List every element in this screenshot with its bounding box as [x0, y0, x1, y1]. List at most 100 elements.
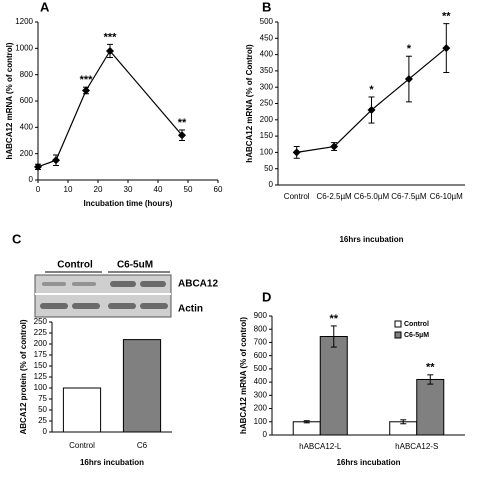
- y-tick-label: 700: [254, 338, 268, 347]
- y-tick-label: 0: [269, 180, 274, 189]
- significance: *: [369, 84, 374, 96]
- y-tick-label: 50: [38, 405, 47, 414]
- marker: [404, 75, 413, 84]
- y-tick-label: 300: [254, 390, 268, 399]
- y-tick-label: 500: [254, 364, 268, 373]
- bar: [416, 378, 445, 436]
- x-axis-label: Incubation time (hours): [84, 199, 173, 208]
- y-tick-label: 200: [34, 339, 48, 348]
- y-tick-label: 0: [29, 175, 34, 184]
- x-tick-label: 0: [36, 185, 41, 194]
- panel-label: C: [12, 231, 22, 246]
- x-axis-label: 16hrs incubation: [339, 235, 403, 244]
- marker: [367, 106, 376, 115]
- y-tick-label: 1000: [15, 43, 33, 52]
- significance: **: [329, 313, 338, 325]
- significance: **: [178, 117, 187, 129]
- bar: [292, 421, 321, 436]
- panel-label: B: [262, 0, 271, 14]
- marker: [106, 46, 114, 55]
- x-tick-label: 20: [94, 185, 103, 194]
- band-label: ABCA12: [178, 279, 218, 290]
- y-tick-label: 0: [263, 430, 268, 439]
- x-tick-label: Control: [69, 441, 95, 450]
- marker: [178, 131, 186, 140]
- y-axis-label: hABCA12 mRNA (% of Control): [245, 44, 254, 163]
- x-tick-label: C6: [137, 441, 148, 450]
- x-tick-label: hABCA12-S: [395, 442, 438, 451]
- y-tick-label: 250: [260, 99, 274, 108]
- x-tick-label: C6-7.5µM: [391, 192, 427, 201]
- marker: [52, 156, 60, 165]
- x-axis-label: 16hrs incubation: [336, 458, 400, 467]
- blot-bands: [40, 281, 168, 309]
- band-label: Actin: [178, 304, 203, 315]
- legend-swatch: [394, 320, 402, 328]
- y-tick-label: 125: [34, 372, 48, 381]
- blot-divider: [35, 293, 171, 295]
- bar: [62, 387, 102, 433]
- legend-label: C6-5µM: [404, 332, 429, 339]
- significance: **: [426, 362, 435, 374]
- y-tick-label: 200: [260, 115, 274, 124]
- y-tick-label: 100: [254, 417, 268, 426]
- y-tick-label: 400: [20, 122, 34, 131]
- y-tick-label: 400: [254, 377, 268, 386]
- significance: *: [407, 43, 412, 55]
- y-tick-label: 100: [34, 383, 48, 392]
- bar: [122, 339, 162, 433]
- y-tick-label: 450: [260, 33, 274, 42]
- legend-label: Control: [404, 321, 429, 328]
- western-blot: Control C6-5uM ABCA12 Actin: [34, 260, 218, 318]
- y-tick-label: 250: [34, 317, 48, 326]
- y-tick-label: 25: [38, 416, 47, 425]
- x-tick-label: 10: [64, 185, 73, 194]
- significance: ***: [104, 31, 118, 43]
- y-tick-label: 500: [260, 17, 274, 26]
- x-tick-label: 30: [124, 185, 133, 194]
- y-tick-label: 800: [20, 70, 34, 79]
- line: [37, 49, 183, 168]
- y-tick-label: 300: [260, 82, 274, 91]
- y-tick-label: 900: [254, 311, 268, 320]
- x-tick-label: Control: [284, 192, 310, 201]
- lane-label: Control: [57, 260, 93, 271]
- panel-label: D: [262, 289, 271, 304]
- x-tick-label: 60: [214, 185, 223, 194]
- significance: ***: [80, 74, 94, 86]
- y-tick-label: 350: [260, 66, 274, 75]
- y-tick-label: 600: [254, 351, 268, 360]
- y-tick-label: 0: [43, 427, 48, 436]
- x-tick-label: hABCA12-L: [299, 442, 342, 451]
- y-tick-label: 150: [260, 131, 274, 140]
- y-tick-label: 100: [260, 148, 274, 157]
- y-axis-label: ABCA12 protein (% of control): [19, 319, 28, 434]
- marker: [330, 142, 339, 151]
- lane-label: C6-5uM: [117, 260, 153, 271]
- significance: **: [442, 11, 451, 23]
- y-tick-label: 200: [20, 149, 34, 158]
- marker: [34, 162, 42, 171]
- panel-label: A: [40, 0, 50, 14]
- legend-swatch: [394, 331, 402, 339]
- y-tick-label: 800: [254, 324, 268, 333]
- y-tick-label: 1200: [15, 17, 33, 26]
- y-tick-label: 150: [34, 361, 48, 370]
- y-tick-label: 200: [254, 404, 268, 413]
- x-tick-label: C6-2.5µM: [316, 192, 352, 201]
- marker: [442, 44, 451, 53]
- y-tick-label: 75: [38, 394, 47, 403]
- x-tick-label: 40: [154, 185, 163, 194]
- x-tick-label: C6-5.0µM: [354, 192, 390, 201]
- marker: [292, 148, 301, 157]
- y-tick-label: 175: [34, 350, 48, 359]
- x-tick-label: 50: [184, 185, 193, 194]
- bar: [319, 335, 348, 436]
- y-axis-label: hABCA12 mRNA (% of control): [239, 317, 248, 434]
- y-tick-label: 225: [34, 328, 48, 337]
- x-tick-label: C6-10µM: [430, 192, 463, 201]
- x-axis-label: 16hrs incubation: [80, 458, 144, 467]
- y-axis-label: hABCA12 mRNA (% of control): [5, 42, 14, 159]
- y-tick-label: 600: [20, 96, 34, 105]
